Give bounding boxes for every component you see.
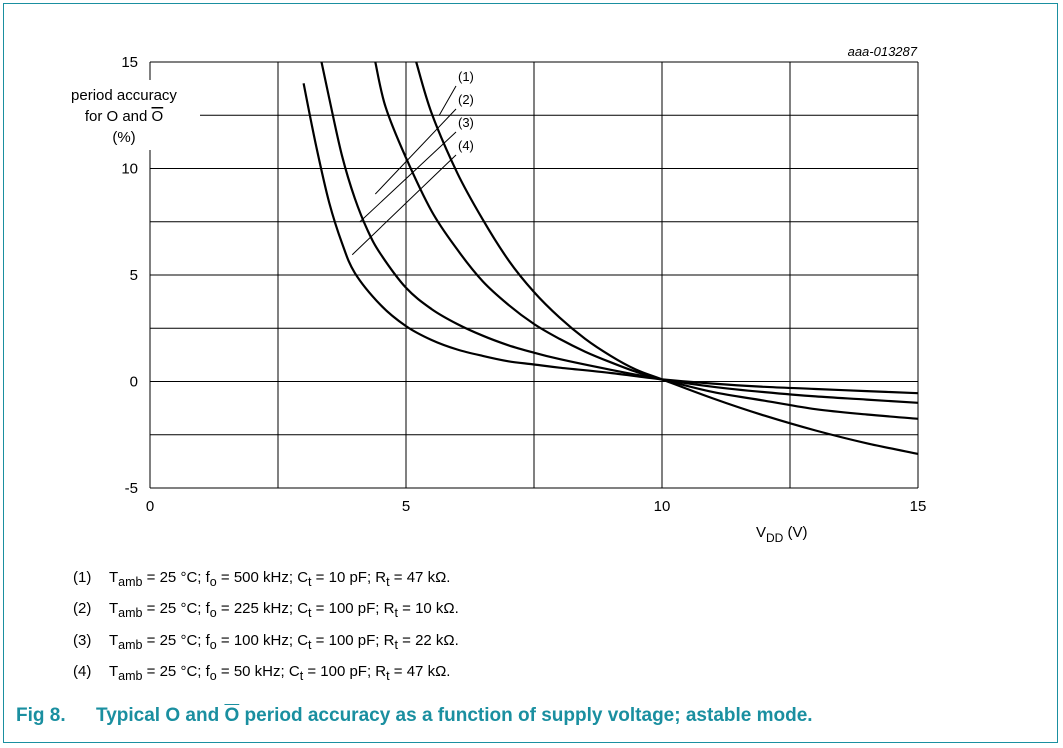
overlined-o: O — [224, 705, 240, 726]
curve-1 — [415, 61, 919, 455]
chart-tick-labels: -5 0 5 10 15 0 5 10 15 — [121, 54, 926, 515]
y-label-line: period accuracy — [71, 87, 177, 104]
x-tick-label: 15 — [910, 498, 927, 515]
leader-line — [351, 154, 457, 256]
y-tick-label: -5 — [125, 480, 138, 497]
figure-caption: Fig 8. Typical O and O period accuracy as… — [16, 705, 813, 727]
x-tick-label: 10 — [654, 498, 671, 515]
figure-number: Fig 8. — [16, 705, 66, 726]
chart: -5 0 5 10 15 0 5 10 15 (1) (2) (3) (4) aaa-013287 p… — [48, 44, 927, 545]
note-3: (3) Tamb = 25 °C; fo = 100 kHz; Ct = 100 … — [73, 631, 459, 652]
chart-curves — [302, 61, 919, 455]
note-text: Tamb = 25 °C; fo = 225 kHz; Ct = 100 pF;… — [109, 600, 459, 621]
curve-label: (3) — [458, 115, 474, 130]
curve-label: (4) — [458, 138, 474, 153]
leader-line — [359, 131, 457, 223]
y-label-line: (%) — [112, 129, 135, 146]
x-label-subscript: DD — [766, 531, 784, 545]
curve-label: (1) — [458, 69, 474, 84]
overlined-o: O — [152, 108, 164, 125]
x-axis-label: VDD (V) — [756, 524, 808, 545]
note-4: (4) Tamb = 25 °C; fo = 50 kHz; Ct = 100 p… — [73, 662, 451, 683]
x-tick-label: 0 — [146, 498, 154, 515]
figure-frame — [3, 3, 1058, 743]
y-tick-label: 0 — [130, 374, 138, 391]
note-text: Tamb = 25 °C; fo = 100 kHz; Ct = 100 pF;… — [109, 631, 459, 652]
leader-line — [438, 85, 457, 116]
y-tick-label: 15 — [121, 54, 138, 71]
caption-text: Typical O and O period accuracy as a fun… — [96, 705, 813, 726]
curve-notes: (1) Tamb = 25 °C; fo = 500 kHz; Ct = 10 p… — [73, 569, 459, 694]
note-2: (2) Tamb = 25 °C; fo = 225 kHz; Ct = 100 … — [73, 600, 459, 621]
curve-2 — [374, 61, 919, 420]
y-label-line: for O and O — [85, 108, 163, 125]
chart-grid — [149, 61, 919, 489]
reference-code: aaa-013287 — [848, 44, 918, 59]
curve-leader-lines: (1) (2) (3) (4) — [351, 69, 474, 256]
x-tick-label: 5 — [402, 498, 410, 515]
y-tick-label: 5 — [130, 267, 138, 284]
curve-label: (2) — [458, 92, 474, 107]
y-label-background — [48, 80, 200, 150]
note-1: (1) Tamb = 25 °C; fo = 500 kHz; Ct = 10 p… — [73, 569, 451, 589]
note-text: Tamb = 25 °C; fo = 50 kHz; Ct = 100 pF; … — [109, 662, 451, 683]
y-axis-label: period accuracy for O and O (%) — [48, 80, 200, 150]
curve-3 — [320, 61, 919, 404]
curve-4 — [302, 83, 919, 395]
x-label-unit: (V) — [783, 524, 807, 541]
note-text: Tamb = 25 °C; fo = 500 kHz; Ct = 10 pF; … — [109, 569, 451, 589]
leader-line — [374, 108, 457, 195]
y-tick-label: 10 — [121, 161, 138, 178]
